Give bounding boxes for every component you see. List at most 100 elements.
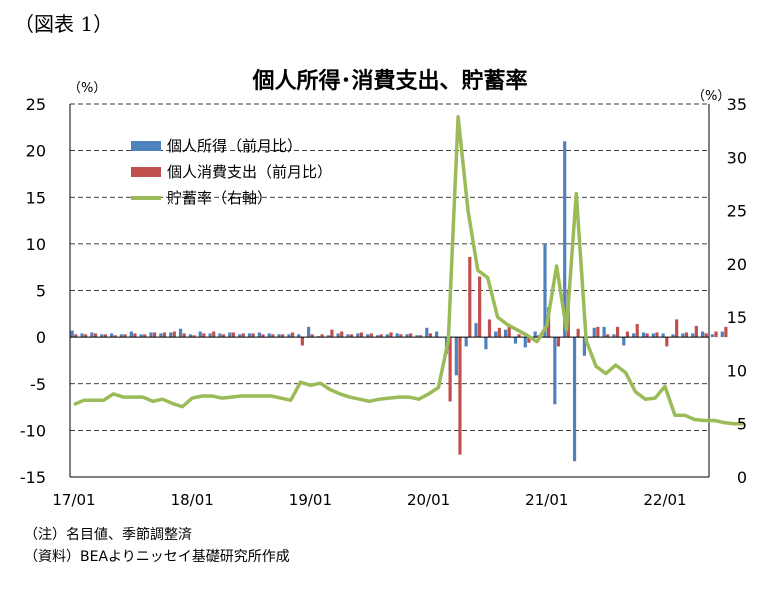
consumption-bar xyxy=(143,334,147,338)
income-bar xyxy=(385,334,389,338)
x-tick-label: 19/01 xyxy=(289,491,332,509)
income-bar xyxy=(356,333,360,338)
income-bar xyxy=(247,333,252,338)
income-bar xyxy=(336,333,340,338)
income-bar xyxy=(198,331,202,338)
consumption-bar xyxy=(389,332,393,338)
income-bar xyxy=(582,337,586,356)
consumption-bar xyxy=(507,325,511,338)
consumption-bar xyxy=(172,331,176,338)
consumption-bar xyxy=(606,334,610,338)
income-bar xyxy=(484,337,488,350)
consumption-bar xyxy=(596,326,600,338)
consumption-bar xyxy=(714,331,718,338)
income-bar xyxy=(691,333,695,338)
consumption-bar xyxy=(487,319,492,338)
right-unit-label: （%） xyxy=(692,89,730,104)
consumption-bar xyxy=(615,326,620,338)
consumption-bar xyxy=(684,332,689,338)
consumption-bar xyxy=(625,331,629,338)
consumption-bar xyxy=(74,334,78,338)
left-tick-label: 0 xyxy=(36,328,46,347)
left-tick-label: -10 xyxy=(20,421,46,440)
income-bar xyxy=(267,333,271,338)
consumption-bar xyxy=(379,334,383,338)
consumption-bar xyxy=(202,333,206,338)
income-bar xyxy=(395,333,399,338)
consumption-bar xyxy=(458,337,462,455)
consumption-bar xyxy=(478,276,482,338)
income-bar xyxy=(474,323,478,338)
income-bar xyxy=(159,333,163,338)
right-tick-label: 30 xyxy=(727,148,747,167)
income-bar xyxy=(513,337,518,344)
income-bar xyxy=(602,326,606,338)
income-bar xyxy=(228,332,232,338)
income-bar xyxy=(119,334,124,338)
consumption-bar xyxy=(655,332,659,338)
consumption-bar xyxy=(448,337,452,402)
income-bar xyxy=(661,333,665,338)
right-tick-label: 5 xyxy=(737,415,747,434)
consumption-bar xyxy=(103,334,107,338)
left-tick-label: -5 xyxy=(30,375,46,394)
consumption-bar xyxy=(261,334,265,338)
income-bar xyxy=(90,332,94,338)
left-tick-label: 25 xyxy=(26,95,46,114)
legend-saving-label: 貯蓄率（右軸） xyxy=(167,189,272,207)
income-bar xyxy=(110,333,114,338)
income-bar xyxy=(257,332,261,338)
left-tick-label: 20 xyxy=(26,142,46,161)
income-bar xyxy=(307,326,311,338)
note-line-1: （注）名目値、季節調整済 xyxy=(24,527,192,543)
income-bar xyxy=(553,337,557,405)
consumption-bar xyxy=(221,334,226,338)
figure-label: （図表 1） xyxy=(14,12,114,36)
income-bar xyxy=(346,334,350,338)
income-bar xyxy=(375,335,380,338)
consumption-bar xyxy=(517,334,521,338)
saving-rate-line xyxy=(73,115,744,426)
consumption-bar xyxy=(369,333,373,338)
consumption-bar xyxy=(300,337,304,346)
income-bar xyxy=(287,334,291,338)
consumption-bar xyxy=(556,337,561,347)
consumption-bar xyxy=(241,333,245,338)
income-bar xyxy=(366,334,370,338)
income-bar xyxy=(592,327,596,338)
income-bar xyxy=(277,334,281,338)
income-bar xyxy=(681,333,685,338)
consumption-bar xyxy=(271,334,275,338)
income-bar xyxy=(70,330,74,338)
consumption-bar xyxy=(133,333,137,338)
legend-consumption-label: 個人消費支出（前月比） xyxy=(167,163,332,181)
income-bar xyxy=(651,333,655,338)
left-tick-label: 15 xyxy=(26,188,46,207)
consumption-bar xyxy=(212,331,216,338)
income-bar xyxy=(149,332,153,338)
consumption-bar xyxy=(527,337,531,343)
consumption-bar xyxy=(576,328,580,338)
consumption-bar xyxy=(497,327,501,338)
income-bar xyxy=(720,331,724,338)
x-tick-label: 22/01 xyxy=(643,491,686,509)
income-bar xyxy=(622,337,626,346)
income-bar xyxy=(632,333,636,338)
consumption-bar xyxy=(162,332,167,338)
consumption-bar xyxy=(418,335,423,338)
consumption-bar xyxy=(359,332,364,338)
income-bar xyxy=(701,331,705,338)
legend-income-label: 個人所得（前月比） xyxy=(167,137,302,155)
right-tick-label: 10 xyxy=(727,361,747,380)
consumption-bar xyxy=(399,334,403,338)
income-bar xyxy=(80,333,84,338)
income-bar xyxy=(612,334,616,338)
right-tick-label: 25 xyxy=(727,202,747,221)
right-tick-label: 0 xyxy=(737,468,747,487)
income-bar xyxy=(563,141,567,338)
income-bar xyxy=(464,337,468,347)
consumption-bar xyxy=(694,325,698,338)
income-bar xyxy=(208,333,212,338)
income-bar xyxy=(139,334,143,338)
